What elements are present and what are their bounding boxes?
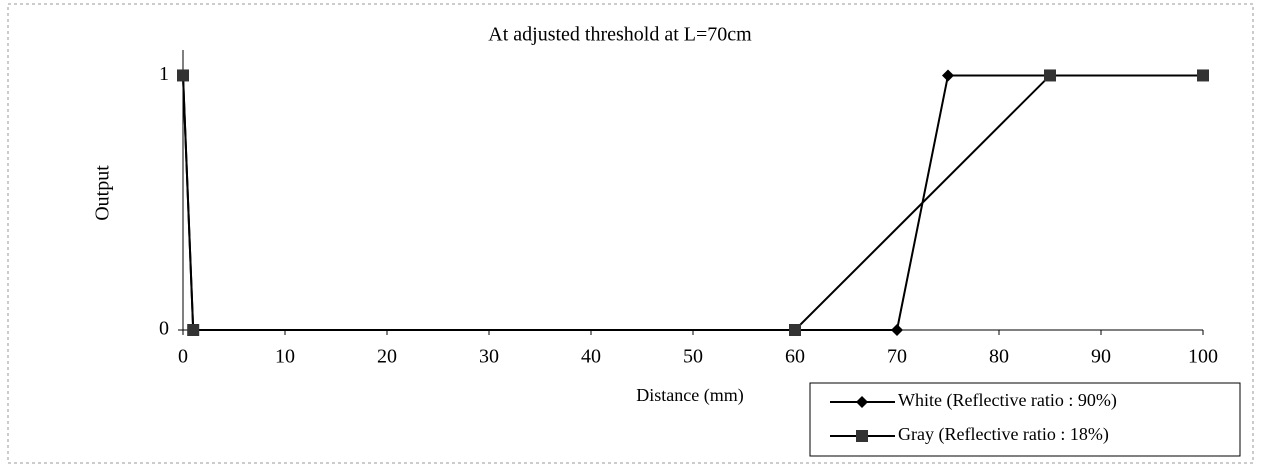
series-line: [182, 74, 1203, 331]
legend-label: White (Reflective ratio : 90%): [898, 390, 1117, 411]
y-tick-label: 1: [159, 63, 169, 85]
x-tick-label: 10: [275, 346, 295, 368]
marker-diamond: [891, 324, 903, 336]
y-tick-label: 0: [159, 318, 169, 340]
x-tick-label: 70: [887, 346, 907, 368]
series-line: [182, 74, 1203, 331]
marker-square: [187, 324, 200, 336]
marker-square: [1197, 69, 1209, 82]
x-tick-label: 90: [1091, 346, 1111, 368]
x-tick-label: 60: [785, 346, 805, 368]
chart-title: At adjusted threshold at L=70cm: [488, 24, 752, 46]
marker-diamond: [942, 69, 954, 82]
y-axis-label: Output: [92, 165, 114, 221]
x-tick-label: 50: [683, 346, 703, 368]
x-tick-label: 20: [377, 346, 397, 368]
legend: [809, 382, 1241, 457]
x-tick-label: 30: [479, 346, 499, 368]
x-tick-label: 80: [989, 346, 1009, 368]
marker-diamond: [856, 396, 868, 408]
x-tick-label: 100: [1188, 346, 1218, 368]
marker-square: [789, 324, 801, 336]
x-axis-label: Distance (mm): [636, 385, 743, 406]
legend-label: Gray (Reflective ratio : 18%): [898, 424, 1109, 445]
marker-square: [177, 69, 189, 82]
x-tick-label: 0: [178, 346, 188, 368]
x-tick-label: 40: [581, 346, 601, 368]
marker-square: [856, 430, 868, 442]
marker-square: [1044, 69, 1056, 82]
